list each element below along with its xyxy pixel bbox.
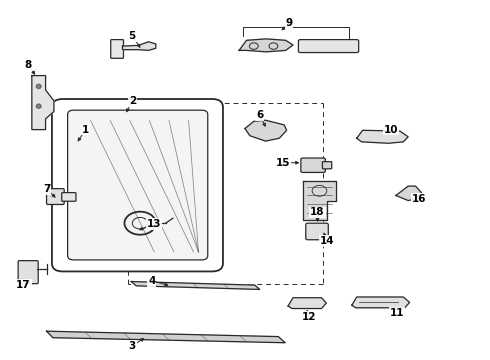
- Text: 15: 15: [276, 158, 291, 168]
- FancyBboxPatch shape: [68, 110, 208, 260]
- Text: 18: 18: [310, 207, 325, 217]
- Ellipse shape: [36, 84, 41, 89]
- FancyBboxPatch shape: [47, 189, 64, 204]
- FancyBboxPatch shape: [52, 99, 223, 271]
- FancyBboxPatch shape: [298, 40, 359, 53]
- Text: 13: 13: [147, 219, 162, 229]
- Text: 10: 10: [384, 125, 398, 135]
- Polygon shape: [352, 297, 410, 308]
- FancyBboxPatch shape: [306, 223, 328, 240]
- Polygon shape: [32, 76, 54, 130]
- Text: 1: 1: [82, 125, 89, 135]
- FancyBboxPatch shape: [18, 261, 38, 284]
- Text: 17: 17: [16, 280, 31, 290]
- Text: 16: 16: [412, 194, 426, 204]
- FancyBboxPatch shape: [62, 193, 76, 201]
- Text: 9: 9: [286, 18, 293, 28]
- Polygon shape: [396, 186, 421, 201]
- Polygon shape: [357, 130, 408, 143]
- Polygon shape: [239, 39, 293, 52]
- Ellipse shape: [36, 104, 41, 108]
- FancyBboxPatch shape: [322, 162, 332, 169]
- Text: 8: 8: [25, 60, 32, 70]
- Text: 6: 6: [256, 110, 263, 120]
- Polygon shape: [245, 120, 287, 141]
- FancyBboxPatch shape: [301, 158, 325, 172]
- Polygon shape: [47, 331, 285, 343]
- Text: 2: 2: [129, 96, 136, 106]
- Text: 7: 7: [43, 184, 50, 194]
- Text: 14: 14: [320, 236, 335, 246]
- Polygon shape: [288, 298, 326, 309]
- Polygon shape: [122, 42, 156, 50]
- FancyBboxPatch shape: [111, 40, 123, 58]
- Text: 3: 3: [129, 341, 136, 351]
- Text: 11: 11: [390, 308, 404, 318]
- Polygon shape: [303, 181, 336, 220]
- Text: 5: 5: [129, 31, 136, 41]
- Text: 12: 12: [301, 312, 316, 322]
- Text: 4: 4: [148, 276, 156, 286]
- Polygon shape: [131, 282, 260, 289]
